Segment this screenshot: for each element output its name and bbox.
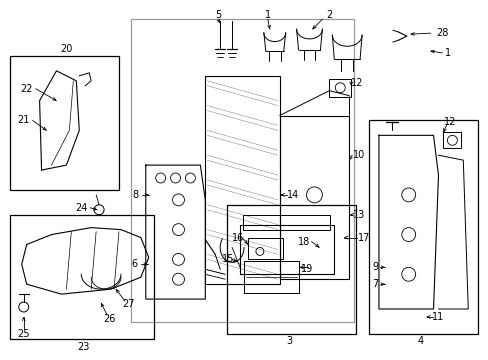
- Bar: [328, 79, 350, 96]
- Text: 28: 28: [435, 28, 447, 38]
- Text: 9: 9: [371, 262, 377, 272]
- Text: 4: 4: [417, 336, 423, 346]
- Text: 22: 22: [20, 84, 33, 94]
- Text: 1: 1: [445, 48, 450, 58]
- Bar: [443, 132, 460, 148]
- Text: 23: 23: [77, 342, 89, 352]
- Text: 3: 3: [286, 336, 292, 346]
- Text: 26: 26: [102, 314, 115, 324]
- Text: 14: 14: [286, 190, 298, 200]
- Text: 7: 7: [371, 279, 377, 289]
- Text: 25: 25: [18, 329, 30, 339]
- Bar: [205, 76, 279, 284]
- Text: 12: 12: [443, 117, 456, 127]
- Text: 2: 2: [325, 10, 332, 20]
- Text: 13: 13: [352, 210, 365, 220]
- Text: 21: 21: [18, 116, 30, 126]
- Text: 20: 20: [60, 44, 72, 54]
- Text: 1: 1: [264, 10, 270, 20]
- Text: 15: 15: [222, 255, 234, 264]
- Bar: [368, 121, 477, 334]
- Text: 6: 6: [132, 259, 138, 269]
- Text: 27: 27: [122, 299, 135, 309]
- Text: 10: 10: [352, 150, 365, 160]
- Text: 16: 16: [231, 233, 244, 243]
- Bar: [243, 215, 330, 230]
- Text: 18: 18: [298, 237, 310, 247]
- Bar: [131, 19, 353, 322]
- Text: 24: 24: [75, 203, 87, 213]
- Bar: [10, 215, 153, 339]
- Bar: [10, 56, 119, 190]
- Text: 19: 19: [301, 264, 313, 274]
- Text: 12: 12: [350, 78, 363, 88]
- Text: 11: 11: [431, 312, 444, 322]
- Bar: [240, 225, 334, 274]
- Text: 17: 17: [357, 233, 369, 243]
- Text: 5: 5: [215, 10, 221, 20]
- Text: 8: 8: [133, 190, 139, 200]
- Bar: [226, 205, 355, 334]
- Bar: [279, 116, 348, 279]
- Bar: [247, 238, 282, 260]
- Bar: [244, 261, 298, 293]
